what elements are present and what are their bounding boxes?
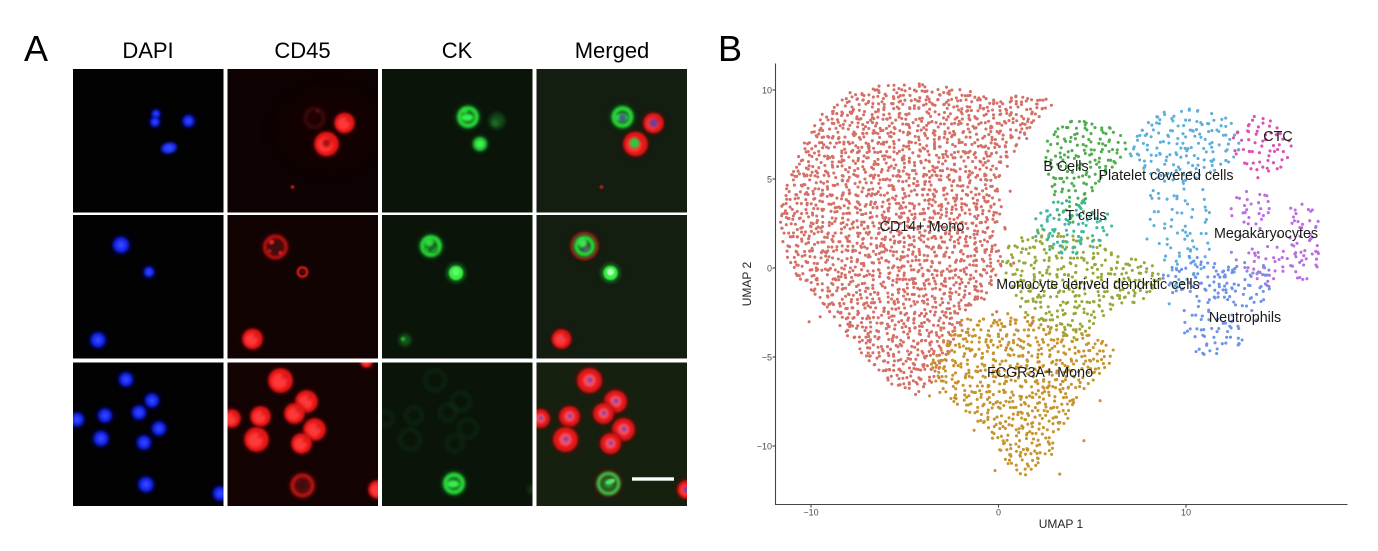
svg-text:A: A — [24, 28, 48, 69]
svg-text:Merged: Merged — [575, 38, 650, 63]
svg-text:−10: −10 — [803, 508, 818, 518]
svg-text:UMAP 1: UMAP 1 — [1039, 517, 1084, 531]
svg-text:Megakaryocytes: Megakaryocytes — [1214, 226, 1318, 242]
svg-text:CD14+ Mono: CD14+ Mono — [880, 219, 965, 235]
svg-text:FCGR3A+ Mono: FCGR3A+ Mono — [987, 365, 1093, 381]
svg-text:10: 10 — [1181, 508, 1191, 518]
svg-text:5: 5 — [767, 174, 772, 184]
svg-text:B: B — [718, 28, 742, 69]
svg-text:T cells: T cells — [1065, 208, 1106, 224]
svg-text:CK: CK — [442, 38, 473, 63]
svg-text:B Cells: B Cells — [1043, 159, 1088, 175]
svg-text:UMAP 2: UMAP 2 — [740, 261, 754, 306]
svg-text:Platelet covered cells: Platelet covered cells — [1098, 168, 1233, 184]
svg-text:Neutrophils: Neutrophils — [1209, 310, 1281, 326]
svg-text:−5: −5 — [762, 352, 772, 362]
svg-text:CD45: CD45 — [274, 38, 330, 63]
svg-text:−10: −10 — [757, 441, 772, 451]
svg-text:Monocyte derived dendritic cel: Monocyte derived dendritic cells — [996, 277, 1199, 293]
svg-text:0: 0 — [767, 263, 772, 273]
svg-text:10: 10 — [762, 85, 772, 95]
svg-text:0: 0 — [996, 508, 1001, 518]
svg-text:DAPI: DAPI — [122, 38, 173, 63]
svg-text:CTC: CTC — [1263, 129, 1292, 145]
